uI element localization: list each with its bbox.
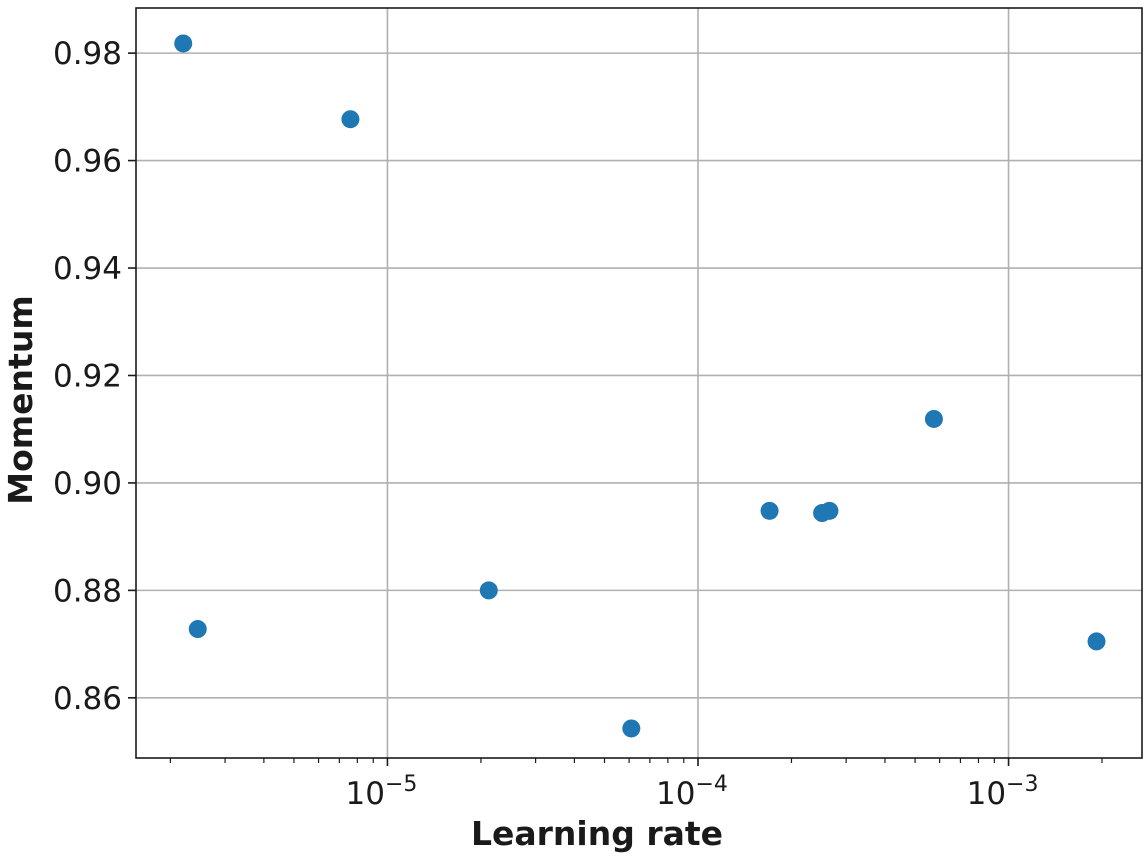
x-tick-label-base: 10 bbox=[345, 776, 384, 812]
y-axis-title: Momentum bbox=[1, 295, 40, 504]
ticks-layer bbox=[128, 52, 1103, 766]
x-tick-label-exponent: −5 bbox=[385, 772, 417, 797]
points-layer bbox=[174, 34, 1106, 738]
scatter-point bbox=[622, 719, 641, 738]
x-tick-label-base: 10 bbox=[967, 776, 1006, 812]
x-axis-title: Learning rate bbox=[471, 814, 723, 853]
y-tick-label: 0.94 bbox=[53, 251, 122, 287]
scatter-point bbox=[924, 409, 943, 428]
x-tick-label: 10−4 bbox=[656, 772, 728, 812]
scatter-point bbox=[174, 34, 193, 53]
scatter-point bbox=[820, 501, 839, 520]
scatter-point bbox=[341, 110, 360, 129]
x-tick-label-exponent: −4 bbox=[695, 772, 727, 797]
x-tick-label: 10−3 bbox=[967, 772, 1039, 812]
x-tick-label: 10−5 bbox=[345, 772, 417, 812]
y-tick-label: 0.92 bbox=[53, 358, 122, 394]
y-tick-label: 0.98 bbox=[53, 36, 122, 72]
scatter-point bbox=[1087, 632, 1106, 651]
plot-frame bbox=[135, 7, 1143, 759]
y-tick-label: 0.90 bbox=[53, 466, 122, 502]
scatter-point bbox=[760, 501, 779, 520]
y-tick-label: 0.86 bbox=[53, 681, 122, 717]
y-tick-label: 0.96 bbox=[53, 144, 122, 180]
x-tick-label-exponent: −3 bbox=[1006, 772, 1038, 797]
x-tick-label-base: 10 bbox=[656, 776, 695, 812]
scatter-point bbox=[188, 620, 207, 639]
y-tick-label: 0.88 bbox=[53, 573, 122, 609]
grid-layer bbox=[136, 8, 1142, 758]
scatter-point bbox=[479, 581, 498, 600]
